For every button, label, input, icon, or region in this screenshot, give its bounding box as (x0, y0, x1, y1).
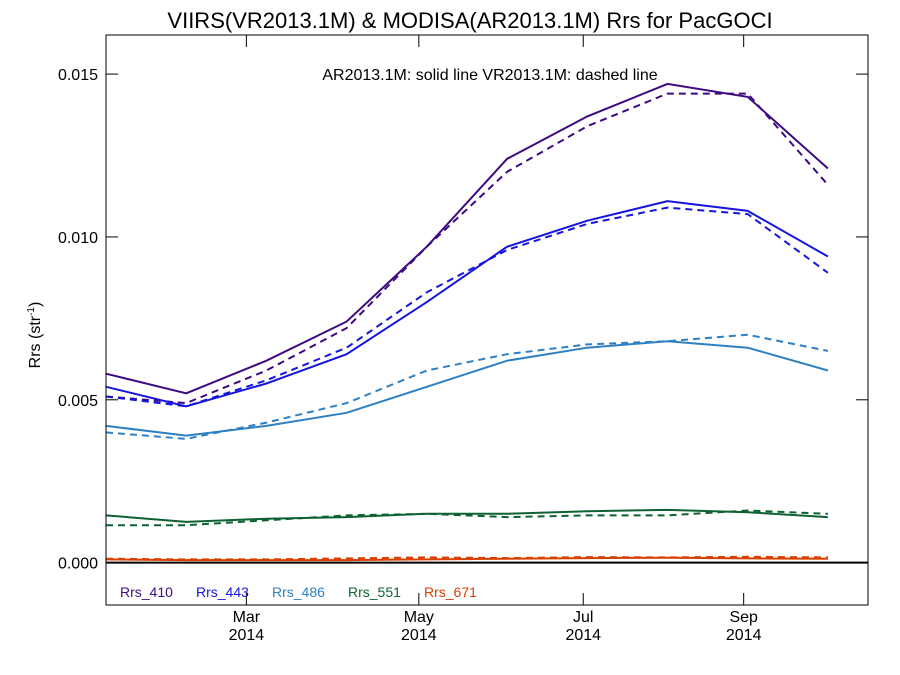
y-tick-label-3: 0.015 (58, 67, 98, 84)
legend-entry-Rrs_486: Rrs_486 (272, 584, 325, 600)
series-Rrs_443-solid-line (105, 200, 829, 408)
series-Rrs_486-solid-line (105, 340, 829, 437)
legend-entry-Rrs_410: Rrs_410 (120, 584, 173, 600)
series-Rrs_410-solid-line (105, 82, 829, 395)
y-axis-label: Rrs (str-1) (26, 302, 44, 369)
chart-title: VIIRS(VR2013.1M) & MODISA(AR2013.1M) Rrs… (167, 8, 772, 33)
series-Rrs_486-dashed-line (105, 333, 829, 440)
x-tick-month-1: May (404, 609, 434, 626)
line-style-annotation: AR2013.1M: solid line VR2013.1M: dashed … (322, 67, 657, 84)
y-axis-label-close: ) (27, 302, 44, 307)
series-Rrs_671-dashed-line (105, 555, 828, 561)
x-tick-year-3: 2014 (726, 627, 762, 644)
series-Rrs_443-dashed-line (105, 206, 829, 408)
y-tick-label-0: 0.000 (58, 556, 98, 573)
legend-entry-Rrs_671: Rrs_671 (424, 584, 477, 600)
x-tick-month-3: Sep (729, 609, 758, 626)
y-tick-label-2: 0.010 (58, 230, 98, 247)
x-tick-month-0: Mar (233, 609, 261, 626)
series-Rrs_551-dashed-line (106, 509, 828, 527)
plot-frame (105, 34, 869, 606)
series-Rrs_410-dashed-line (105, 92, 829, 405)
x-tick-month-2: Jul (573, 609, 593, 626)
series-Rrs_551-solid-line (105, 508, 828, 523)
x-tick-year-0: 2014 (229, 627, 265, 644)
y-axis-label-text: Rrs (str (27, 315, 44, 368)
x-tick-year-2: 2014 (565, 627, 601, 644)
y-axis-label-sup: -1 (26, 307, 37, 316)
y-tick-label-1: 0.005 (58, 393, 98, 410)
legend-entry-Rrs_443: Rrs_443 (196, 584, 249, 600)
legend-entry-Rrs_551: Rrs_551 (348, 584, 401, 600)
plot-area: 0.0000.0050.0100.015Mar2014May2014Jul201… (58, 35, 868, 644)
x-tick-year-1: 2014 (401, 627, 437, 644)
